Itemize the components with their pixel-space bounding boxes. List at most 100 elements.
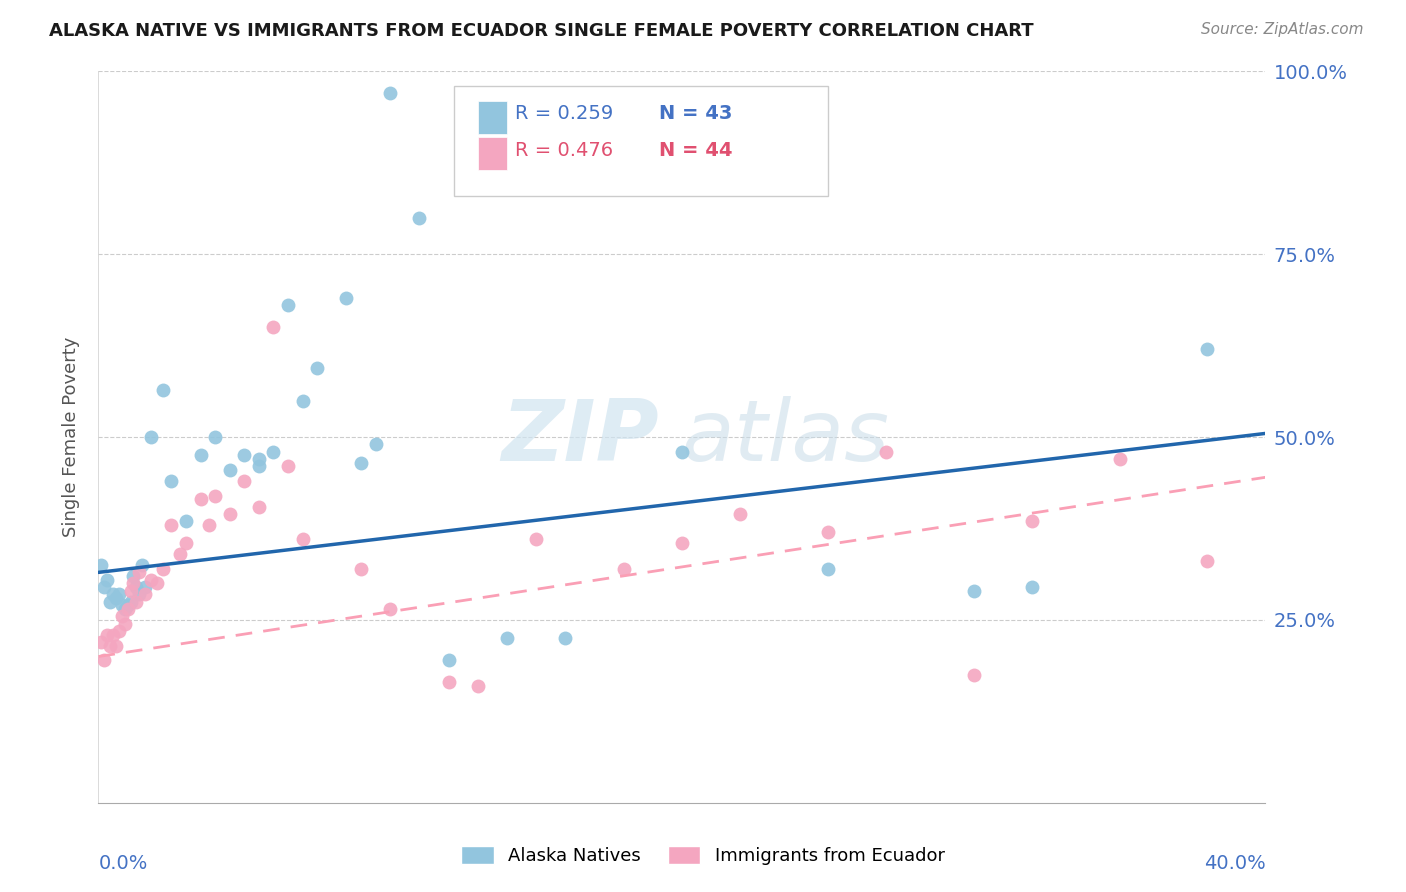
Point	[93, 653, 115, 667]
Text: N = 43: N = 43	[658, 104, 733, 123]
Point	[350, 456, 373, 470]
Text: 40.0%: 40.0%	[1204, 854, 1265, 873]
Point	[962, 667, 984, 681]
Point	[104, 591, 127, 605]
Point	[101, 587, 124, 601]
Point	[437, 675, 460, 690]
Point	[233, 474, 256, 488]
Point	[146, 576, 169, 591]
Point	[671, 444, 693, 458]
Point	[218, 463, 240, 477]
Point	[152, 383, 174, 397]
Point	[108, 587, 131, 601]
Text: Source: ZipAtlas.com: Source: ZipAtlas.com	[1201, 22, 1364, 37]
Point	[90, 635, 112, 649]
Point	[277, 298, 299, 312]
Point	[139, 430, 162, 444]
Point	[160, 474, 183, 488]
Point	[139, 573, 162, 587]
Point	[98, 639, 121, 653]
FancyBboxPatch shape	[454, 86, 828, 195]
Point	[1195, 343, 1218, 357]
Point	[134, 580, 156, 594]
Point	[111, 599, 134, 613]
Point	[117, 599, 139, 613]
Point	[247, 500, 270, 514]
Point	[122, 576, 145, 591]
Point	[108, 624, 131, 638]
Point	[111, 609, 134, 624]
Point	[350, 562, 373, 576]
Y-axis label: Single Female Poverty: Single Female Poverty	[62, 337, 80, 537]
Point	[134, 587, 156, 601]
Point	[364, 437, 387, 451]
FancyBboxPatch shape	[478, 101, 508, 134]
Point	[122, 569, 145, 583]
Text: atlas: atlas	[682, 395, 890, 479]
Point	[190, 448, 212, 462]
Point	[117, 602, 139, 616]
Text: ALASKA NATIVE VS IMMIGRANTS FROM ECUADOR SINGLE FEMALE POVERTY CORRELATION CHART: ALASKA NATIVE VS IMMIGRANTS FROM ECUADOR…	[49, 22, 1033, 40]
Point	[1021, 580, 1043, 594]
Point	[496, 632, 519, 646]
Point	[152, 562, 174, 576]
Point	[198, 517, 221, 532]
Point	[524, 533, 547, 547]
Point	[380, 602, 402, 616]
Point	[380, 87, 402, 101]
Point	[291, 533, 314, 547]
Point	[408, 211, 430, 225]
Point	[437, 653, 460, 667]
Point	[817, 562, 839, 576]
Text: R = 0.259: R = 0.259	[515, 104, 613, 123]
Point	[96, 627, 118, 641]
Point	[131, 558, 153, 573]
Point	[125, 594, 148, 608]
Point	[247, 452, 270, 467]
Text: 0.0%: 0.0%	[98, 854, 148, 873]
Point	[93, 580, 115, 594]
Point	[467, 679, 489, 693]
Text: R = 0.476: R = 0.476	[515, 141, 613, 160]
Point	[114, 616, 136, 631]
Point	[104, 639, 127, 653]
Point	[204, 430, 226, 444]
Point	[277, 459, 299, 474]
Point	[98, 594, 121, 608]
Text: N = 44: N = 44	[658, 141, 733, 160]
Point	[291, 393, 314, 408]
Point	[218, 507, 240, 521]
Point	[90, 558, 112, 573]
Point	[128, 587, 150, 601]
Point	[247, 459, 270, 474]
Point	[120, 594, 142, 608]
Point	[262, 320, 284, 334]
Point	[1108, 452, 1130, 467]
Point	[1021, 514, 1043, 528]
Point	[174, 536, 197, 550]
Point	[160, 517, 183, 532]
Text: ZIP: ZIP	[501, 395, 658, 479]
Point	[612, 562, 634, 576]
Point	[128, 566, 150, 580]
Point	[554, 632, 576, 646]
Point	[174, 514, 197, 528]
Point	[671, 536, 693, 550]
Point	[875, 444, 897, 458]
Point	[817, 525, 839, 540]
Point	[962, 583, 984, 598]
Point	[190, 492, 212, 507]
Point	[1195, 554, 1218, 568]
Point	[730, 507, 752, 521]
FancyBboxPatch shape	[478, 137, 508, 170]
Legend: Alaska Natives, Immigrants from Ecuador: Alaska Natives, Immigrants from Ecuador	[453, 837, 953, 874]
Point	[335, 291, 357, 305]
Point	[169, 547, 191, 561]
Point	[96, 573, 118, 587]
Point	[114, 602, 136, 616]
Point	[204, 489, 226, 503]
Point	[101, 627, 124, 641]
Point	[125, 580, 148, 594]
Point	[120, 583, 142, 598]
Point	[233, 448, 256, 462]
